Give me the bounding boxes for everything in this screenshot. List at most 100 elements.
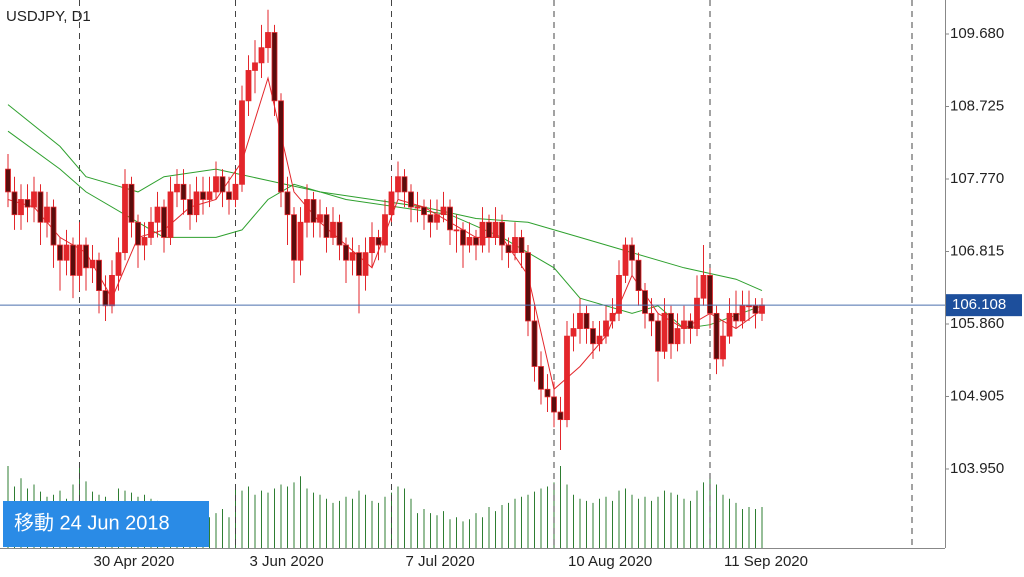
candle-body: [570, 328, 577, 337]
candle-body: [271, 32, 278, 102]
candle-body: [102, 290, 109, 307]
candle-body: [583, 312, 590, 329]
candle-body: [96, 259, 102, 291]
candle-body: [375, 237, 382, 246]
candle-body: [50, 206, 57, 246]
candle-body: [206, 191, 213, 200]
candle-body: [70, 244, 76, 276]
candle-body: [232, 183, 239, 200]
candle-body: [57, 244, 63, 261]
candle-body: [219, 176, 226, 193]
candle-body: [466, 237, 473, 246]
candle-body: [226, 191, 232, 200]
candle-body: [505, 244, 512, 254]
candle-body: [141, 237, 148, 246]
candle-body: [161, 206, 167, 238]
candle-body: [349, 252, 356, 261]
y-tick-label: 109.680: [950, 25, 1004, 42]
candle-body: [551, 396, 557, 413]
candle-body: [629, 244, 635, 261]
candle-body: [739, 305, 746, 322]
candle-body: [713, 312, 720, 360]
candle-body: [642, 290, 648, 314]
candle-body: [323, 214, 330, 238]
candle-body: [122, 183, 128, 254]
x-tick-label: 10 Aug 2020: [568, 553, 652, 570]
candle-body: [492, 221, 499, 238]
candle-body: [304, 199, 310, 223]
y-tick-label: 106.815: [950, 242, 1004, 259]
candle-body: [596, 335, 603, 345]
candle-body: [590, 328, 596, 345]
x-tick-label: 11 Sep 2020: [724, 553, 808, 570]
candle-body: [76, 244, 83, 276]
candle-body: [245, 70, 252, 102]
x-tick-label: 7 Jul 2020: [406, 553, 475, 570]
candle-body: [278, 100, 284, 193]
candle-body: [408, 191, 414, 208]
candle-body: [11, 191, 18, 216]
candle-body: [447, 206, 453, 231]
candle-body: [174, 183, 180, 193]
candle-body: [661, 312, 668, 352]
candle-body: [167, 191, 174, 238]
candle-body: [564, 335, 570, 421]
candle-body: [518, 237, 525, 254]
candle-body: [603, 320, 609, 337]
candle-body: [154, 206, 161, 223]
candle-body: [668, 312, 674, 345]
candle-body: [297, 221, 304, 261]
candle-body: [577, 312, 583, 329]
candle-body: [401, 176, 408, 193]
candle-body: [388, 191, 395, 216]
candle-body: [616, 275, 622, 314]
candle-body: [395, 176, 401, 193]
y-tick-label: 105.860: [950, 315, 1004, 332]
candle-body: [24, 199, 31, 208]
x-tick-label: 3 Jun 2020: [250, 553, 324, 570]
candle-body: [44, 206, 50, 223]
candle-body: [148, 221, 154, 238]
candle-body: [265, 32, 271, 49]
candle-body: [479, 221, 486, 246]
y-tick-label: 107.770: [950, 170, 1004, 187]
candle-body: [434, 214, 440, 223]
candle-body: [700, 275, 707, 299]
candle-body: [135, 221, 141, 246]
candle-body: [31, 191, 37, 208]
y-tick-label: 104.905: [950, 387, 1004, 404]
candle-body: [752, 305, 759, 314]
candle-body: [213, 176, 219, 193]
candle-body: [180, 183, 187, 200]
candle-body: [284, 191, 291, 216]
candle-body: [746, 305, 752, 308]
candle-body: [5, 168, 11, 193]
candle-body: [414, 206, 421, 209]
candle-body: [440, 206, 447, 216]
candle-body: [317, 214, 323, 223]
candle-body: [258, 47, 265, 64]
candle-body: [525, 252, 531, 322]
current-price-label: 106.108: [952, 296, 1006, 313]
candle-body: [622, 244, 629, 276]
badge-label: 移動 24 Jun 2018: [14, 511, 170, 534]
moving-average: [7, 104, 763, 292]
candle-body: [609, 312, 616, 322]
candle-body: [674, 328, 681, 345]
candle-body: [187, 199, 193, 216]
candle-body: [687, 320, 694, 329]
candle-body: [343, 244, 349, 261]
current-price-box: [946, 294, 1022, 317]
candle-body: [115, 252, 122, 276]
candle-body: [726, 312, 733, 337]
y-tick-label: 108.725: [950, 97, 1004, 114]
candle-body: [291, 214, 297, 261]
candle-body: [369, 237, 375, 254]
candle-body: [538, 366, 544, 390]
candle-body: [473, 237, 479, 246]
candle-body: [720, 335, 726, 360]
candle-body: [252, 62, 258, 71]
candle-body: [427, 214, 434, 223]
candle-body: [635, 259, 642, 291]
